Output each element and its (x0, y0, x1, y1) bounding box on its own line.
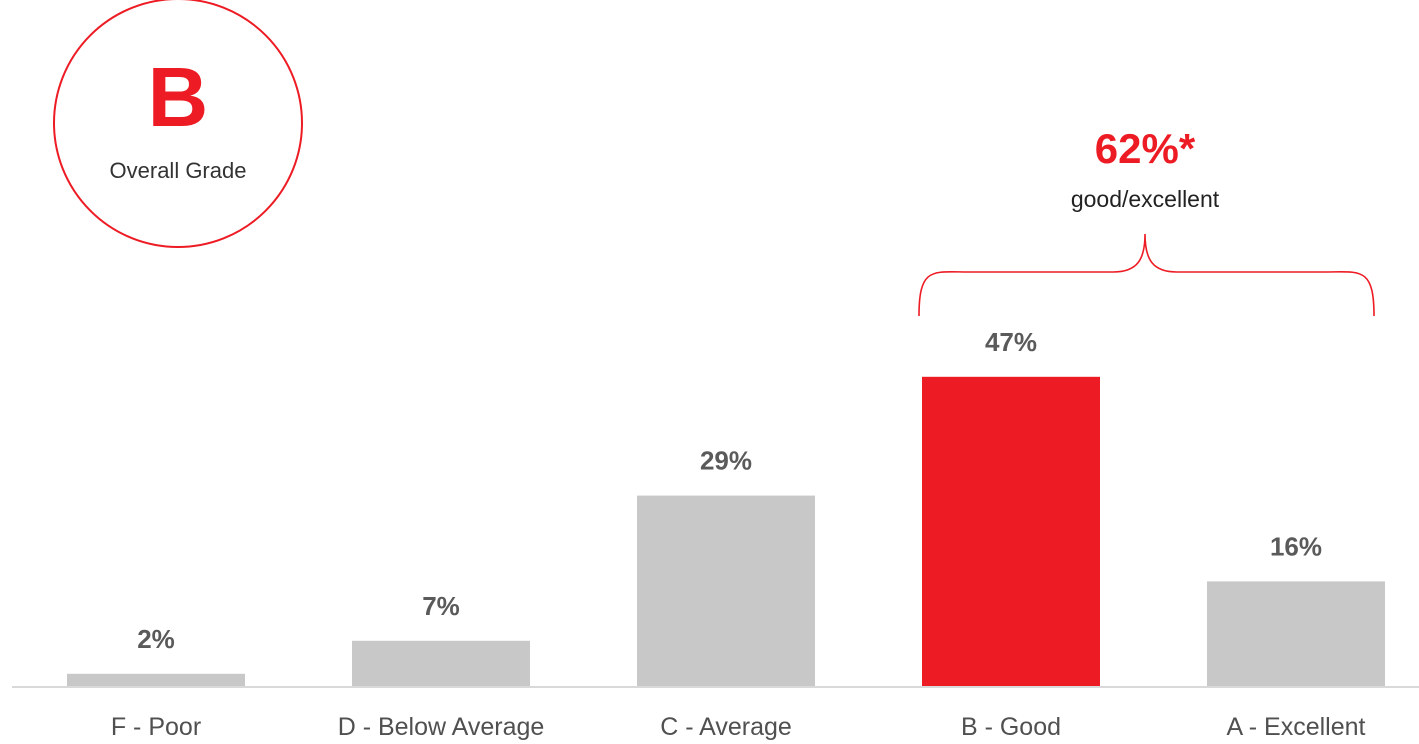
bar-2 (637, 495, 815, 687)
bars-layer: 2% F - Poor 7% D - Below Average 29% C - Aver… (67, 327, 1385, 741)
summary-bracket (918, 233, 1375, 317)
grade-letter: B (148, 50, 209, 144)
summary-percentage: 62%* (1095, 125, 1196, 172)
bar-4 (1207, 581, 1385, 687)
overall-grade-badge: B Overall Grade (53, 0, 303, 248)
bar-0 (67, 673, 245, 687)
bar-value-label-4: 16% (1270, 531, 1322, 561)
summary-caption: good/excellent (1071, 186, 1220, 212)
grade-circle (53, 0, 303, 248)
bar-value-label-0: 2% (137, 624, 175, 654)
grade-caption: Overall Grade (110, 158, 247, 183)
bar-value-label-1: 7% (422, 591, 460, 621)
bar-value-label-3: 47% (985, 327, 1037, 357)
x-tick-label-1: D - Below Average (338, 713, 545, 741)
bar-1 (352, 640, 530, 687)
good-excellent-summary: 62%* good/excellent (918, 125, 1375, 317)
x-tick-label-2: C - Average (660, 713, 792, 741)
x-tick-label-4: A - Excellent (1227, 713, 1366, 741)
x-tick-label-3: B - Good (961, 713, 1061, 741)
x-tick-label-0: F - Poor (111, 713, 201, 741)
bar-value-label-2: 29% (700, 446, 752, 476)
bar-3 (922, 376, 1100, 687)
